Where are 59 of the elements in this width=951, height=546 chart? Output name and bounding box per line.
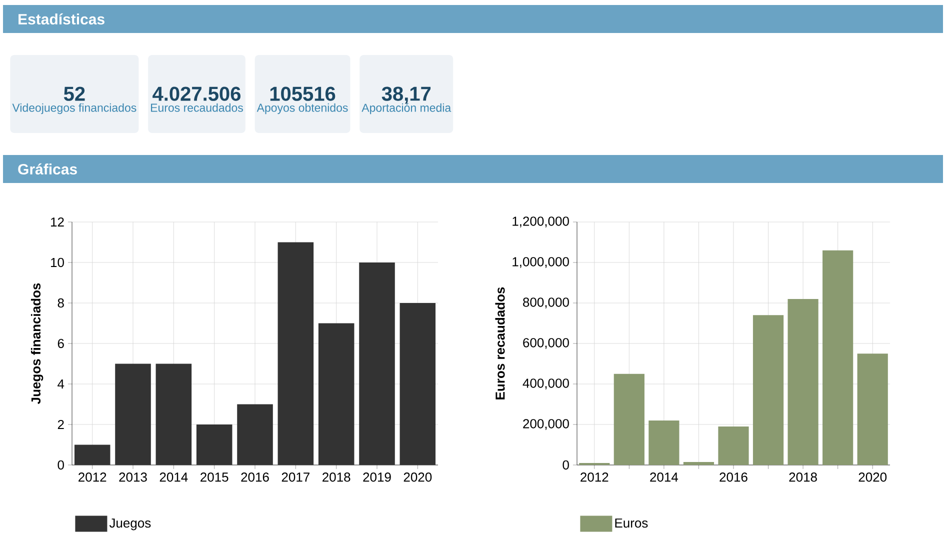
x-tick-label: 2014 [650, 472, 678, 482]
y-tick-label: 0 [562, 460, 569, 470]
x-tick-label: 2018 [789, 472, 817, 482]
y-tick-label: 8 [58, 298, 64, 308]
bar [788, 298, 818, 465]
y-tick-label: 2 [58, 420, 64, 430]
x-tick-label: 2016 [241, 472, 269, 482]
text: Estadísticas [18, 13, 104, 25]
bar [648, 420, 680, 465]
y-tick-label: 400,000 [522, 378, 569, 390]
y-tick-label: 6 [58, 338, 64, 348]
bar [74, 444, 110, 465]
x-tick-label: 2018 [322, 472, 350, 482]
legend-label: Juegos [109, 518, 151, 530]
y-tick-label: 10 [51, 258, 64, 268]
x-tick-label: 2020 [404, 472, 432, 482]
text: Gráficas [18, 163, 77, 175]
x-tick-label: 2015 [200, 472, 228, 482]
category-label: Videojuegos financiados [12, 103, 136, 114]
y-axis-title: Euros recaudados [495, 287, 505, 400]
y-tick-label: 200,000 [523, 419, 569, 430]
bar [752, 315, 784, 465]
bar [614, 374, 644, 465]
text: 38,17 [382, 86, 431, 104]
x-tick-label: 2014 [160, 472, 188, 482]
bar [822, 250, 854, 465]
bar [196, 424, 232, 465]
y-tick-label: 0 [58, 460, 64, 470]
text: 4.027.506 [152, 86, 240, 101]
x-tick-label: 2013 [119, 472, 147, 482]
bar [857, 354, 888, 465]
bar [683, 462, 714, 465]
bar [318, 323, 354, 465]
y-tick-label: 12 [51, 217, 64, 227]
text: 52 [64, 86, 85, 101]
bar [359, 262, 395, 465]
x-tick-label: 2019 [363, 472, 391, 482]
text: 105516 [270, 86, 336, 101]
category-label: Apoyos obtenidos [256, 103, 348, 114]
bar [237, 404, 273, 465]
bar [400, 302, 436, 465]
bar [718, 426, 749, 465]
x-tick-label: 2012 [580, 472, 608, 482]
category-label: Euros recaudados [151, 103, 243, 112]
x-tick-label: 2012 [78, 472, 106, 482]
x-tick-label: 2020 [858, 472, 887, 482]
y-tick-label: 1,000,000 [512, 257, 569, 268]
y-axis-title: Juegos financiados [30, 283, 44, 404]
x-tick-label: 2017 [282, 472, 310, 482]
y-tick-label: 1,200,000 [512, 216, 569, 228]
y-tick-label: 800,000 [523, 298, 569, 308]
bar [156, 364, 192, 465]
bar [115, 364, 151, 465]
y-tick-label: 4 [58, 380, 64, 388]
bar [278, 242, 314, 465]
x-tick-label: 2016 [720, 472, 748, 482]
category-label: Aportación media [362, 103, 452, 114]
legend-label: Euros [615, 518, 648, 528]
y-tick-label: 600,000 [523, 338, 569, 349]
